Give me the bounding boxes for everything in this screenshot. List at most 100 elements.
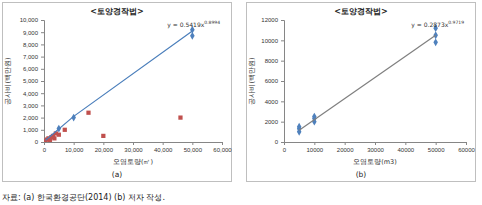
y-axis-tick: 9,000 (23, 30, 44, 36)
x-axis-tick: 10000 (306, 142, 323, 153)
x-axis-tick-label: 50000 (428, 147, 445, 153)
y-axis-tick: 5,000 (23, 78, 44, 84)
x-axis-tick-mark (74, 142, 75, 145)
x-axis-tick-mark (133, 142, 134, 145)
y-axis-tick: 10000 (261, 38, 284, 44)
y-axis-tick-label: 8000 (265, 58, 279, 64)
y-axis-tick-mark (41, 142, 44, 143)
panel-frame (247, 3, 476, 182)
y-axis-tick-mark (41, 93, 44, 94)
equation-text: y = 0.2873x (411, 21, 448, 29)
y-axis-tick-label: 10,000 (20, 17, 39, 23)
y-axis-tick-label: 10000 (261, 38, 278, 44)
x-axis-tick: 20,000 (95, 142, 114, 153)
equation-exponent: 0.9719 (448, 20, 464, 25)
y-axis-tick-label: 8,000 (23, 42, 39, 48)
y-axis-tick-mark (281, 81, 284, 82)
y-axis-tick-mark (41, 130, 44, 131)
y-axis: 01,0002,0003,0004,0005,0006,0007,0008,00… (20, 17, 45, 145)
y-axis-tick-mark (41, 20, 44, 21)
y-axis-tick-mark (281, 20, 284, 21)
y-axis-tick: 4,000 (23, 91, 44, 97)
y-axis-tick-label: 6000 (265, 78, 279, 84)
y-axis-tick-label: 9,000 (23, 30, 39, 36)
x-axis-title: 오염토량(㎥) (113, 158, 153, 166)
x-axis-tick-label: 50,000 (184, 147, 203, 153)
y-axis-tick-label: 0 (275, 139, 279, 145)
x-axis-tick-label: 40000 (397, 147, 414, 153)
y-axis-tick-mark (281, 61, 284, 62)
x-axis-tick-mark (436, 142, 437, 145)
y-axis-tick-mark (41, 44, 44, 45)
y-axis-tick-label: 7,000 (23, 54, 39, 60)
y-axis-tick: 6,000 (23, 66, 44, 72)
x-axis-tick-mark (103, 142, 104, 145)
y-axis-tick: 12000 (261, 17, 284, 23)
y-axis-tick-label: 2000 (265, 119, 279, 125)
y-axis-tick-mark (41, 69, 44, 70)
point (52, 136, 56, 140)
subplot-label: (a) (112, 170, 123, 179)
y-axis-tick: 0 (35, 139, 44, 145)
y-axis-tick: 2,000 (23, 115, 44, 121)
y-axis-title: 공사비(백만원) (4, 57, 12, 104)
equation: y = 0.5419x0.8994 (167, 20, 220, 29)
x-axis-tick-mark (314, 142, 315, 145)
x-axis-tick: 10,000 (65, 142, 84, 153)
y-axis-tick: 0 (275, 139, 284, 145)
x-axis-tick-label: 60,000 (213, 147, 232, 153)
point (63, 128, 67, 132)
x-axis-tick-mark (375, 142, 376, 145)
y-axis-tick-mark (281, 142, 284, 143)
y-axis-tick: 8,000 (23, 42, 44, 48)
x-axis-tick-label: 20,000 (95, 147, 114, 153)
y-axis-line (281, 21, 285, 143)
x-axis-tick: 50,000 (184, 142, 203, 153)
x-axis-line (45, 143, 223, 146)
x-axis-tick: 30000 (367, 142, 384, 153)
x-axis-tick-mark (222, 142, 223, 145)
y-axis-tick-mark (41, 32, 44, 33)
point (57, 133, 61, 137)
equation: y = 0.2873x0.9719 (411, 20, 464, 29)
y-axis-tick-label: 2,000 (23, 115, 39, 121)
y-axis-tick-mark (41, 105, 44, 106)
y-axis-tick-label: 4,000 (23, 91, 39, 97)
y-axis-tick-mark (281, 40, 284, 41)
y-axis-tick-mark (281, 122, 284, 123)
x-axis-tick-mark (192, 142, 193, 145)
x-axis-tick-mark (345, 142, 346, 145)
x-axis-tick: 30,000 (124, 142, 143, 153)
x-axis-tick-mark (466, 142, 467, 145)
x-axis-tick-label: 0 (283, 147, 287, 153)
x-axis-tick: 20000 (337, 142, 354, 153)
x-axis-tick-label: 10000 (306, 147, 323, 153)
x-axis-tick-label: 20000 (337, 147, 354, 153)
x-axis: 0100002000030000400005000060000 (283, 142, 476, 153)
x-axis-tick-label: 30000 (367, 147, 384, 153)
x-axis-tick-label: 10,000 (65, 147, 84, 153)
trend-line (45, 31, 192, 140)
y-axis-tick-label: 6,000 (23, 66, 39, 72)
chart-panel: 010,00020,00030,00040,00050,00060,00001,… (3, 3, 233, 182)
x-axis-tick: 40000 (397, 142, 414, 153)
x-axis-tick: 0 (283, 142, 287, 153)
y-axis-tick-label: 0 (35, 139, 39, 145)
point (178, 115, 182, 119)
x-axis-title: 오염토량(m3) (353, 158, 397, 166)
y-axis-line (41, 21, 45, 143)
chart-title: <토양경작법> (90, 7, 143, 16)
subplot-label: (b) (356, 170, 367, 179)
x-axis-tick: 50000 (428, 142, 445, 153)
y-axis-tick-label: 12000 (261, 17, 278, 23)
plot-area (297, 24, 438, 136)
point (86, 111, 90, 115)
y-axis-tick: 7,000 (23, 54, 44, 60)
panel-frame (3, 3, 232, 182)
chart-title: <토양경작법> (334, 7, 387, 16)
y-axis-tick-label: 3,000 (23, 103, 39, 109)
x-axis-line (285, 143, 467, 146)
y-axis-tick: 10,000 (20, 17, 44, 23)
point (433, 38, 438, 46)
x-axis-tick: 40,000 (154, 142, 173, 153)
